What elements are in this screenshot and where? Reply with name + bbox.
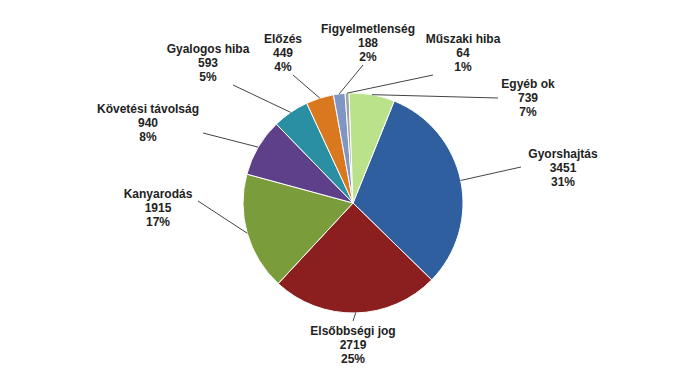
svg-text:Figyelmetlenség1882%: Figyelmetlenség1882% — [321, 22, 415, 64]
svg-text:Egyéb ok7397%: Egyéb ok7397% — [501, 77, 555, 119]
svg-text:Kanyarodás191517%: Kanyarodás191517% — [124, 187, 193, 229]
svg-text:Műszaki hiba641%: Műszaki hiba641% — [426, 32, 501, 74]
svg-text:Gyorshajtás345131%: Gyorshajtás345131% — [528, 147, 598, 189]
svg-text:Előzés4494%: Előzés4494% — [264, 32, 302, 74]
svg-text:Követési távolság9408%: Követési távolság9408% — [97, 102, 199, 144]
svg-text:Elsőbbségi jog271925%: Elsőbbségi jog271925% — [310, 324, 395, 366]
svg-text:Gyalogos hiba5935%: Gyalogos hiba5935% — [167, 42, 250, 84]
